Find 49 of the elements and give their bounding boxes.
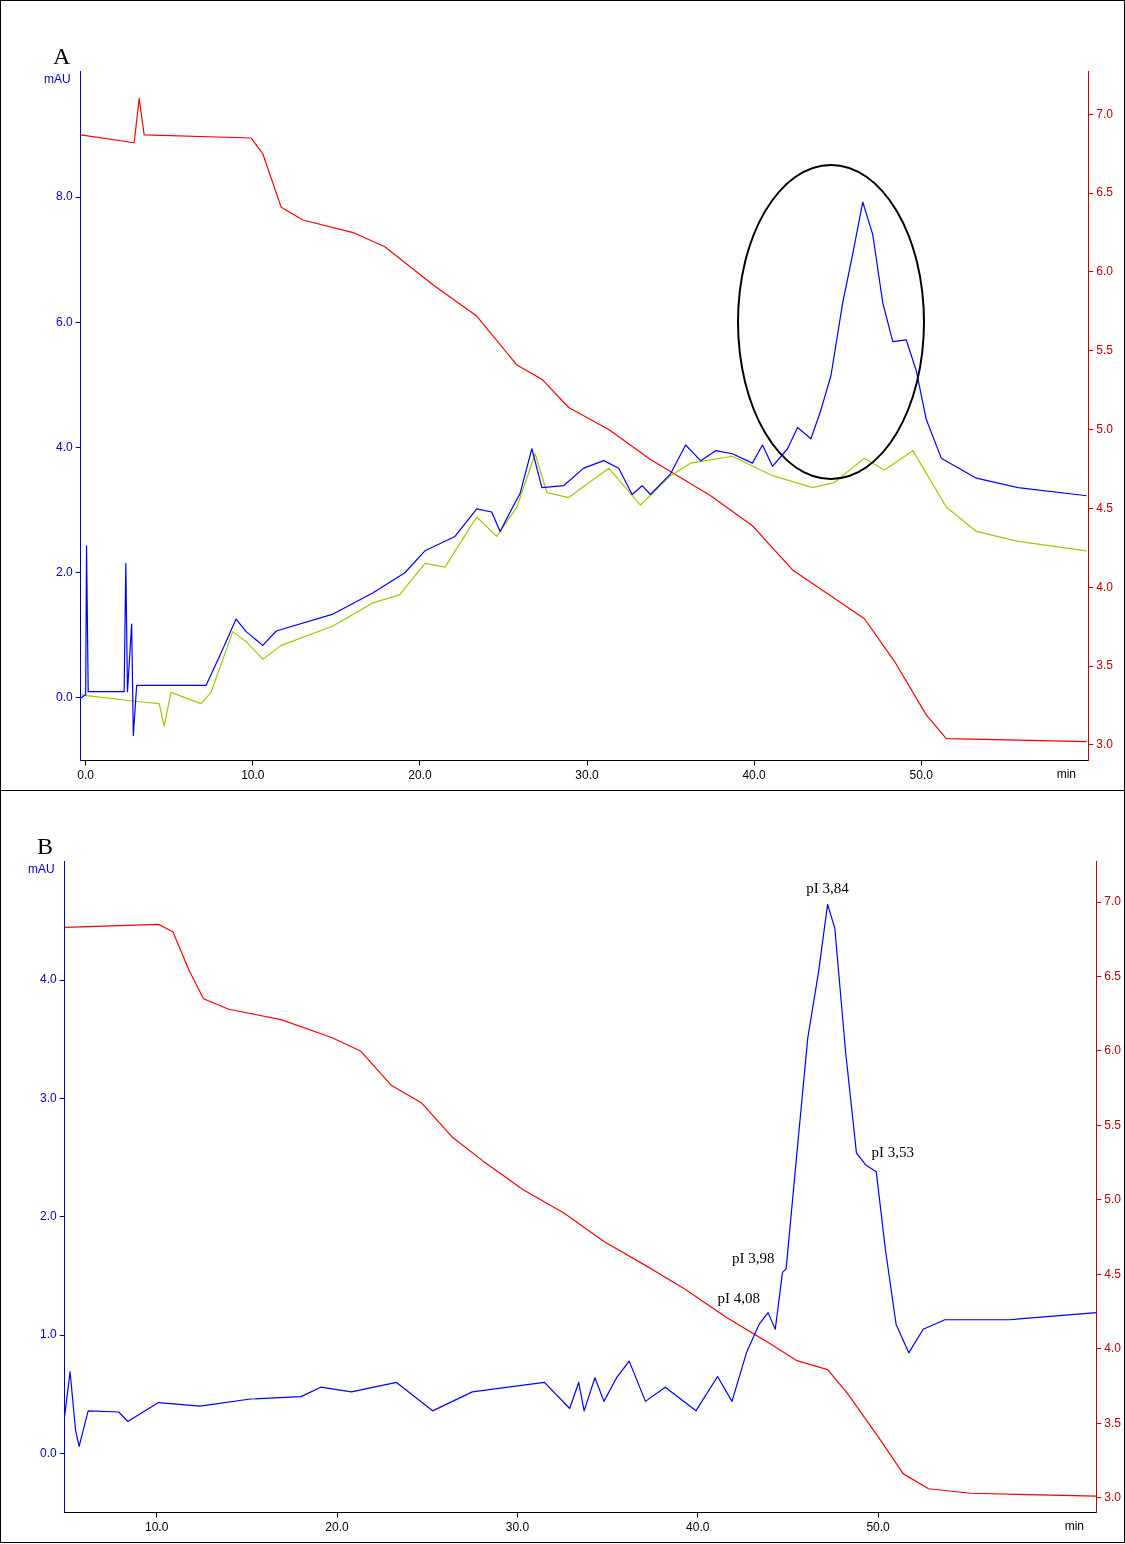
annotation: pI 3,98 xyxy=(732,1249,775,1266)
y2-tick-label: 7.0 xyxy=(1104,894,1122,909)
annotation: pI 3,84 xyxy=(806,879,850,896)
y2-tick-label: 3.5 xyxy=(1104,1415,1122,1430)
y-tick-label: 4.0 xyxy=(39,972,57,987)
x-axis-title: min xyxy=(1056,766,1076,781)
y2-tick-label: 6.5 xyxy=(1104,968,1122,983)
y-axis-title: mAU xyxy=(28,862,55,877)
x-tick-label: 30.0 xyxy=(505,1520,530,1535)
y-tick-label: 3.0 xyxy=(39,1090,57,1105)
x-tick-label: 50.0 xyxy=(866,1520,891,1535)
annotation: pI 4,08 xyxy=(717,1290,761,1307)
y2-tick-label: 3.0 xyxy=(1104,1490,1122,1505)
y2-tick-label: 5.5 xyxy=(1096,343,1114,358)
x-tick-label: 40.0 xyxy=(686,1520,710,1535)
y2-tick-label: 6.0 xyxy=(1096,264,1114,279)
y2-tick-label: 5.5 xyxy=(1104,1117,1122,1132)
y-tick-label: 6.0 xyxy=(55,314,73,329)
y-tick-label: 1.0 xyxy=(39,1327,57,1342)
y2-tick-label: 6.0 xyxy=(1104,1043,1122,1058)
x-tick-label: 20.0 xyxy=(325,1520,350,1535)
y-tick-label: 2.0 xyxy=(55,565,73,580)
y2-tick-label: 7.0 xyxy=(1096,106,1114,121)
annotation: pI 3,53 xyxy=(871,1144,914,1161)
y2-tick-label: 4.5 xyxy=(1096,500,1114,515)
y2-tick-label: 3.0 xyxy=(1096,737,1114,752)
y2-tick-label: 5.0 xyxy=(1104,1192,1122,1207)
y2-tick-label: 3.5 xyxy=(1096,658,1114,673)
x-tick-label: 30.0 xyxy=(575,768,600,783)
x-tick-label: 40.0 xyxy=(742,768,767,783)
x-tick-label: 10.0 xyxy=(241,768,265,783)
x-axis-title: min xyxy=(1064,1518,1084,1533)
y2-tick-label: 4.5 xyxy=(1104,1266,1122,1281)
x-tick-label: 20.0 xyxy=(408,768,432,783)
x-tick-label: 50.0 xyxy=(909,768,934,783)
x-tick-label: 10.0 xyxy=(144,1520,169,1535)
y-tick-label: 8.0 xyxy=(55,189,73,204)
y-tick-label: 2.0 xyxy=(39,1209,57,1224)
y-tick-label: 0.0 xyxy=(39,1445,57,1460)
chart-title: A xyxy=(53,42,71,69)
x-tick-label: 0.0 xyxy=(77,768,95,783)
y2-tick-label: 6.5 xyxy=(1096,185,1114,200)
y2-tick-label: 4.0 xyxy=(1104,1341,1122,1356)
y-tick-label: 4.0 xyxy=(55,439,73,454)
y-tick-label: 0.0 xyxy=(55,690,73,705)
y2-tick-label: 5.0 xyxy=(1096,421,1114,436)
y-axis-title: mAU xyxy=(44,72,71,87)
y2-tick-label: 4.0 xyxy=(1096,579,1114,594)
chart-title: B xyxy=(37,832,54,859)
